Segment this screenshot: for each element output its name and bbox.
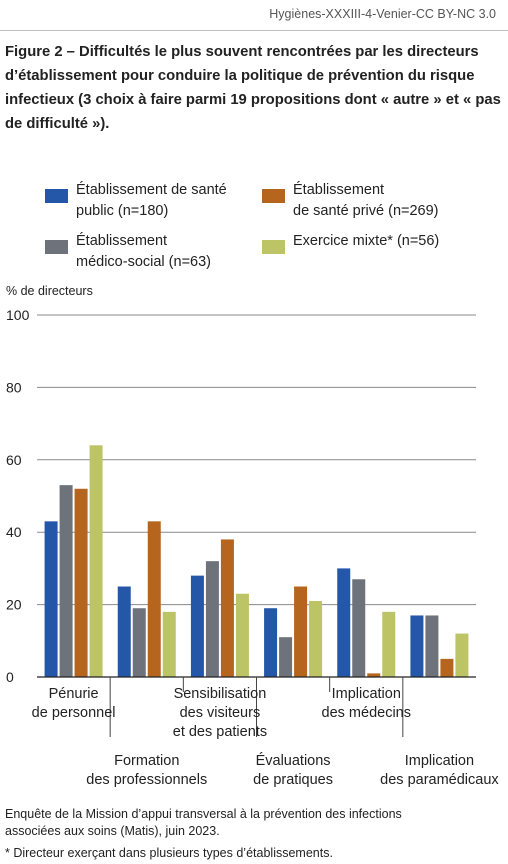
bar xyxy=(59,485,73,677)
bar xyxy=(425,615,439,677)
credit-line: Hygiènes-XXXIII-4-Venier-CC BY-NC 3.0 xyxy=(269,7,496,21)
legend-swatch-mixte xyxy=(262,240,285,254)
x-category-label-line: Pénurie xyxy=(49,686,99,702)
bar xyxy=(410,615,424,677)
y-tick-label: 0 xyxy=(6,669,14,685)
bar xyxy=(309,600,323,677)
bar xyxy=(147,521,161,677)
x-category-label-line: de pratiques xyxy=(253,772,333,788)
legend-item-prive: Établissement de santé privé (n=269) xyxy=(262,180,439,222)
bar xyxy=(132,608,146,677)
legend-label-mixte: Exercice mixte* (n=56) xyxy=(293,233,440,249)
bar xyxy=(44,521,58,677)
top-divider xyxy=(0,30,508,31)
legend-swatch-prive xyxy=(262,189,285,203)
bar xyxy=(382,611,396,677)
legend-label-prive: Établissement de santé privé (n=269) xyxy=(293,182,439,219)
x-category-label-line: Sensibilisation xyxy=(174,686,267,702)
x-category-label-line: des paramédicaux xyxy=(380,772,499,788)
source-note: Enquête de la Mission d’appui transversa… xyxy=(5,807,402,838)
legend-swatch-public xyxy=(45,189,68,203)
x-category-label-line: des professionnels xyxy=(86,772,207,788)
x-category-label: Implication des paramédicaux xyxy=(380,753,499,788)
bar xyxy=(279,637,293,677)
figure-title: Figure 2 – Difficultés le plus souvent r… xyxy=(5,44,501,132)
footnote-mixte: * Directeur exerçant dans plusieurs type… xyxy=(5,846,333,860)
x-category-label-line: Implication xyxy=(332,686,401,702)
x-category-label-line: et des patients xyxy=(173,724,267,740)
x-category-label-line: Formation xyxy=(114,753,179,769)
bar xyxy=(89,445,103,677)
x-category-label-line: Implication xyxy=(405,753,474,769)
bar xyxy=(117,586,131,677)
x-category-label: Formation des professionnels xyxy=(86,753,207,788)
x-category-label-line: des médecins xyxy=(322,705,411,721)
bar xyxy=(455,633,469,677)
y-tick-label: 100 xyxy=(6,307,30,323)
bar xyxy=(367,673,381,677)
bar xyxy=(264,608,278,677)
bar xyxy=(74,488,88,677)
y-tick-label: 40 xyxy=(6,524,22,540)
bar xyxy=(337,568,351,677)
legend-label-public: Établissement de santé public (n=180) xyxy=(76,182,227,219)
bar xyxy=(190,575,204,677)
x-category-label: Sensibilisation des visiteurs et des patie… xyxy=(173,686,267,740)
y-tick-label: 80 xyxy=(6,379,22,395)
bar xyxy=(440,658,454,677)
legend-item-public: Établissement de santé public (n=180) xyxy=(45,180,227,222)
x-category-label-line: des visiteurs xyxy=(180,705,261,721)
legend-item-mixte: Exercice mixte* (n=56) xyxy=(262,231,439,254)
legend-label-medico-social: Établissement médico-social (n=63) xyxy=(76,233,211,270)
bar xyxy=(352,579,366,677)
legend-item-medico-social: Établissement médico-social (n=63) xyxy=(45,231,211,273)
x-category-label: Évaluations de pratiques xyxy=(253,752,333,788)
bar-chart: 0 20 40 60 80 100 Pénurie de personnel Formation… xyxy=(6,307,499,788)
legend-swatch-medico-social xyxy=(45,240,68,254)
x-category-label-line: Évaluations xyxy=(256,752,331,769)
y-tick-label: 60 xyxy=(6,452,22,468)
bar xyxy=(220,539,234,677)
x-category-label: Pénurie de personnel xyxy=(32,686,116,721)
bar xyxy=(162,611,176,677)
x-category-label-line: de personnel xyxy=(32,705,116,721)
bar xyxy=(294,586,308,677)
bar xyxy=(235,593,249,677)
bar xyxy=(205,561,219,677)
y-axis-unit: % de directeurs xyxy=(6,284,93,298)
x-category-label: Implication des médecins xyxy=(322,686,411,721)
y-tick-label: 20 xyxy=(6,597,22,613)
